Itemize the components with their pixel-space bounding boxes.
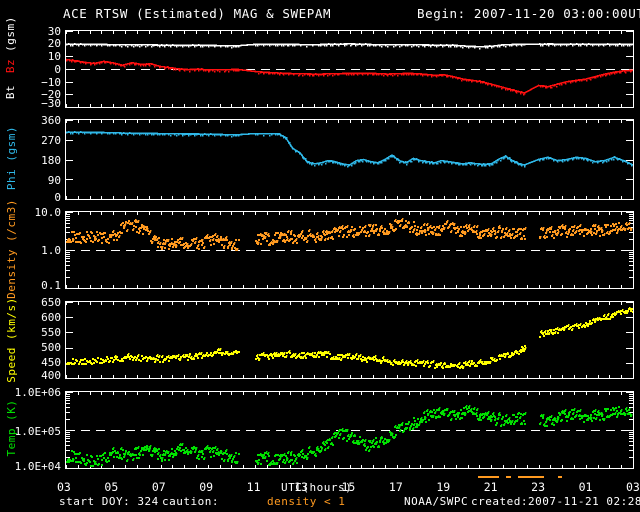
panel-speed <box>65 301 634 379</box>
ytick-speed-0: 650 <box>41 296 61 309</box>
ytick-speed-1: 600 <box>41 311 61 324</box>
ylabel-temp: Temp (K) <box>5 399 18 457</box>
ytick-phi-1: 270 <box>41 134 61 147</box>
caution-segment <box>517 476 544 478</box>
xtick-23: 23 <box>531 480 546 494</box>
ytick-temp-1: 1.0E+05 <box>14 425 61 438</box>
ytick-temp-2: 1.0E+04 <box>14 460 61 473</box>
ytick-density-0: 10.0 <box>34 206 62 219</box>
ytick-phi-3: 90 <box>47 174 61 187</box>
ytick-phi-2: 180 <box>41 154 61 167</box>
ytick-density-1: 1.0 <box>41 244 61 257</box>
ylabel-density: Density (/cm3) <box>5 199 18 299</box>
ylabel-bt-bz-units: (gsm) <box>4 10 17 58</box>
ytick-phi-0: 360 <box>41 114 61 127</box>
ytick-temp-0: 1.0E+06 <box>14 386 61 399</box>
xtick-03: 03 <box>57 480 71 494</box>
xtick-11: 11 <box>246 480 261 494</box>
ytick-speed-3: 500 <box>41 341 61 354</box>
panel-density <box>65 211 634 289</box>
xtick-01: 01 <box>578 480 593 494</box>
ytick-bt-6: −30 <box>41 97 61 110</box>
begin-time-label: Begin: 2007-11-20 03:00:00UTC <box>417 6 640 21</box>
ytick-speed-2: 550 <box>41 326 61 339</box>
panel-bt-bz <box>65 30 634 108</box>
caution-marker-strip <box>65 476 634 479</box>
ytick-bt-4: −10 <box>41 76 61 89</box>
xtick-15: 15 <box>341 480 356 494</box>
ytick-speed-4: 450 <box>41 356 61 369</box>
ylabel-gsm-text: (gsm) <box>4 16 17 52</box>
ytick-bt-2: 10 <box>47 50 61 63</box>
xtick-07: 07 <box>151 480 166 494</box>
ylabel-bz-text: Bz <box>4 58 17 74</box>
ytick-bt-5: −20 <box>41 88 61 101</box>
caution-segment <box>477 476 499 478</box>
xtick-13: 13 <box>294 480 308 494</box>
caution-label: caution: <box>162 495 219 508</box>
start-doy-label: start DOY: 324 <box>59 495 159 508</box>
page-title: ACE RTSW (Estimated) MAG & SWEPAM <box>63 6 332 21</box>
created-label: created:2007-11-21 02:28:05UTC <box>471 495 640 508</box>
ytick-speed-5: 400 <box>41 369 61 382</box>
ytick-bt-1: 20 <box>47 37 61 50</box>
ylabel-phi: Phi (gsm) <box>5 125 18 191</box>
xaxis-label: UTC(hours) <box>281 481 353 494</box>
caution-segment <box>505 476 511 478</box>
xtick-17: 17 <box>388 480 403 494</box>
ylabel-speed: Speed (km/s) <box>5 297 18 383</box>
ytick-bt-0: 30 <box>47 25 61 38</box>
source-label: NOAA/SWPC <box>404 495 469 508</box>
xtick-03: 03 <box>626 480 640 494</box>
xtick-19: 19 <box>436 480 451 494</box>
caution-value: density < 1 <box>267 495 346 508</box>
panel-temp <box>65 391 634 469</box>
ytick-density-2: 0.1 <box>41 279 61 292</box>
panel-phi <box>65 119 634 200</box>
xtick-09: 09 <box>199 480 214 494</box>
xtick-21: 21 <box>483 480 498 494</box>
ytick-phi-4: 0 <box>54 191 61 204</box>
caution-segment <box>558 476 562 478</box>
xtick-05: 05 <box>104 480 119 494</box>
ytick-bt-3: 0 <box>54 63 61 76</box>
